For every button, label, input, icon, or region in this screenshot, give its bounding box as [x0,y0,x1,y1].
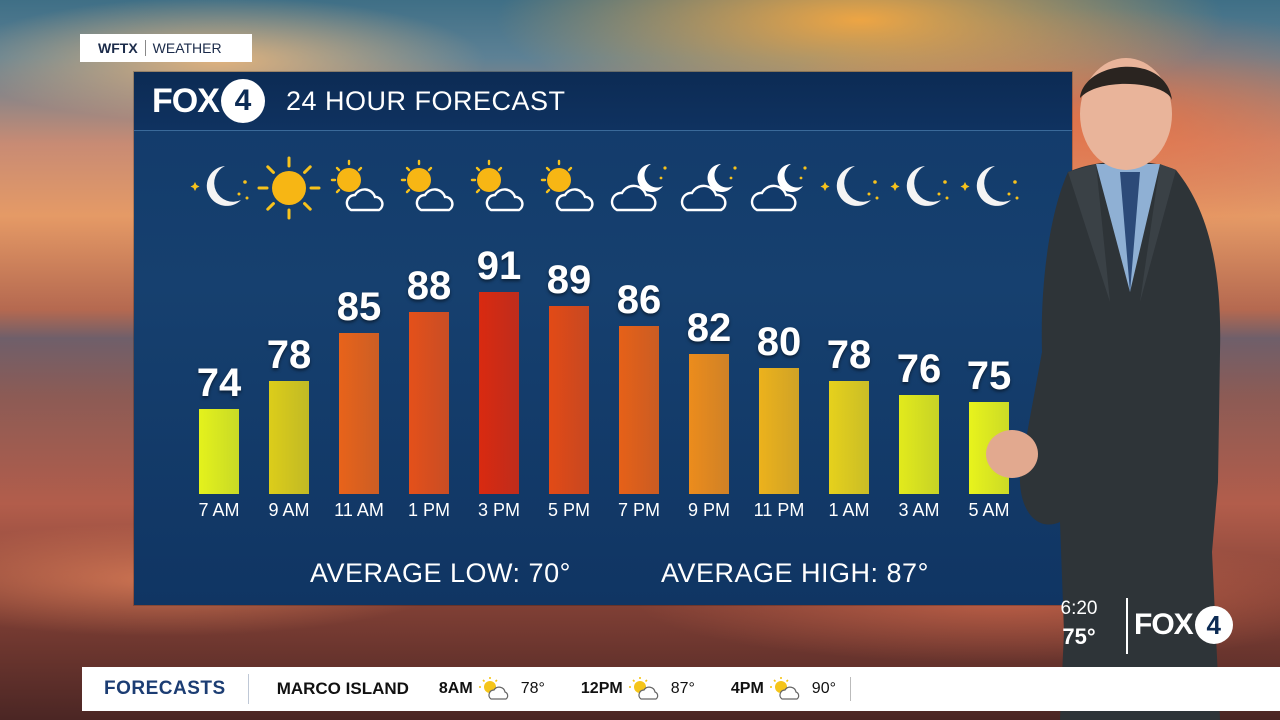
ticker-temp: 78° [520,680,545,697]
presenter [986,58,1221,720]
partly-cloudy-icon [400,159,454,212]
partly-cloudy-icon [628,677,658,700]
temp-bar [409,312,449,494]
current-temp: 75° [1062,624,1096,649]
time-label: 7 PM [617,500,660,520]
forecast-title: 24 HOUR FORECAST [286,86,566,116]
cloudy-moon-icon [680,164,737,212]
bug-fox-text: FOX [1134,608,1194,641]
moon-stars-icon [890,166,949,206]
temp-value: 74 [196,361,242,405]
ticker-time: 4PM [730,680,764,697]
temp-value: 78 [826,333,872,378]
partly-cloudy-icon [478,677,508,700]
temp-value: 88 [406,264,452,309]
moon-stars-icon [820,166,879,206]
average-low: AVERAGE LOW: 70° [310,558,571,588]
moon-stars-icon [960,166,1019,206]
station-call-sign: WFTX [98,40,138,56]
ticker-section: FORECASTS [104,678,226,699]
tag-divider [145,40,146,56]
temp-value: 85 [336,285,382,330]
time-label: 11 PM [753,500,805,520]
ticker-item: 8AM 78° [439,677,545,701]
temp-bar [689,353,729,494]
forecast-panel: FOX 4 24 HOUR FORECAST 74 7 AM 78 9 AM 85 11 … [134,72,1072,605]
ticker-time: 8AM [438,680,473,697]
ticker-end-divider [850,677,851,701]
logo-four-badge: 4 [220,79,265,123]
time-label: 5 PM [547,500,590,520]
temp-value: 78 [266,333,312,378]
time-label: 9 PM [687,500,730,520]
temp-bar [619,326,659,494]
temp-value: 82 [686,305,732,350]
ticker-divider [247,674,249,704]
time-label: 1 PM [407,500,450,520]
temp-bar [899,395,939,494]
time-label: 11 AM [334,500,384,520]
average-high: AVERAGE HIGH: 87° [661,558,929,588]
logo-fox-text: FOX [152,81,220,120]
time-label: 9 AM [268,500,310,520]
moon-stars-icon [190,166,249,206]
temp-value: 75 [966,354,1012,399]
partly-cloudy-icon [330,159,384,212]
temp-value: 86 [616,278,662,323]
bug-four-badge: 4 [1194,606,1233,644]
fox4-logo: FOX 4 [152,79,265,123]
time-label: 7 AM [198,500,240,520]
cloudy-moon-icon [750,164,807,212]
temp-value: 76 [896,347,942,392]
station-tag: WFTX WEATHER [80,34,252,62]
ticker-temp: 87° [670,680,695,697]
section-label: WEATHER [152,40,222,56]
partly-cloudy-icon [470,159,524,212]
temp-value: 91 [476,243,522,288]
sun-icon [257,156,321,220]
ticker-item: 12PM 87° [581,677,695,701]
time-label: 1 AM [828,500,870,520]
ticker-location: MARCO ISLAND [276,679,409,698]
time-label: 3 PM [477,500,520,520]
temp-bar [339,333,379,494]
temp-bar [549,305,589,494]
panel-header: FOX 4 24 HOUR FORECAST [134,72,1072,131]
bug-divider [1126,598,1128,654]
current-time: 6:20 [1060,598,1098,619]
temp-bar [269,381,309,494]
clock-display: 6:20 75° [1048,598,1110,650]
ticker-time: 12PM [580,680,623,697]
time-label: 5 AM [968,500,1010,520]
temp-value: 89 [546,257,592,302]
temp-bar [759,367,799,494]
cloudy-moon-icon [610,164,667,212]
ticker-item: 4PM 90° [731,677,836,701]
time-label: 3 AM [898,500,940,520]
temp-value: 80 [756,319,802,364]
temp-bar [479,291,519,494]
partly-cloudy-icon [769,677,800,700]
temp-bar [199,409,239,494]
ticker-bar: FORECASTS MARCO ISLAND 8AM 78° 12PM 87° … [82,667,1280,711]
fox4-bug-logo: FOX 4 [1134,606,1233,644]
ticker-temp: 90° [811,680,836,697]
temp-bar [829,381,869,494]
partly-cloudy-icon [540,159,594,212]
